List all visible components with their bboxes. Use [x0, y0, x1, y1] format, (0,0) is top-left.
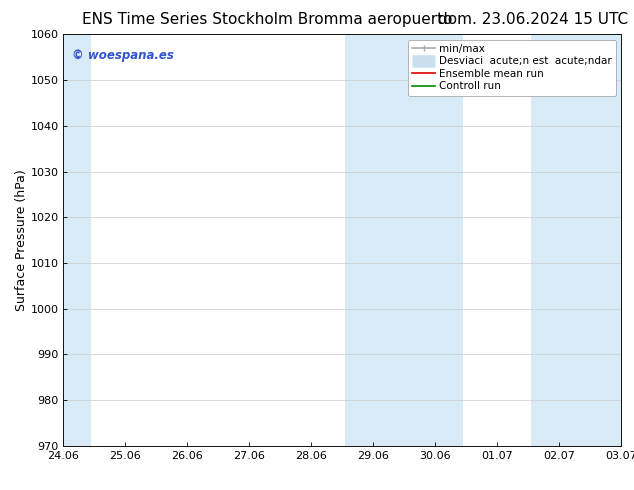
Bar [531, 34, 634, 446]
Text: ENS Time Series Stockholm Bromma aeropuerto: ENS Time Series Stockholm Bromma aeropue… [82, 12, 453, 27]
Text: © woespana.es: © woespana.es [72, 49, 174, 62]
Text: dom. 23.06.2024 15 UTC: dom. 23.06.2024 15 UTC [437, 12, 628, 27]
Legend: min/max, Desviaci  acute;n est  acute;ndar, Ensemble mean run, Controll run: min/max, Desviaci acute;n est acute;ndar… [408, 40, 616, 96]
Bar [36, 34, 91, 446]
Bar [346, 34, 463, 446]
Y-axis label: Surface Pressure (hPa): Surface Pressure (hPa) [15, 169, 28, 311]
